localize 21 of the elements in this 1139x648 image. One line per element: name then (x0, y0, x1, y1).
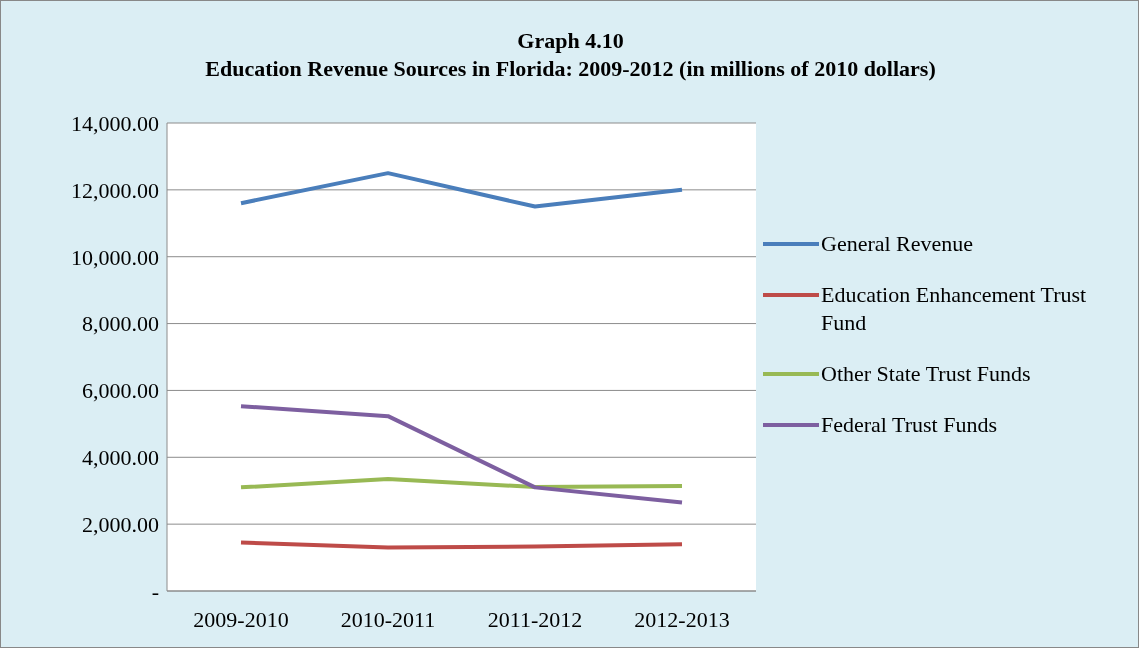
chart-subtitle: Education Revenue Sources in Florida: 2009-2012 (in millions of 2010 dollars) (204, 55, 937, 83)
y-tick-label: 8,000.00 (82, 311, 159, 337)
y-tick-label: 10,000.00 (71, 244, 159, 270)
legend-label: Education Enhancement Trust Fund (821, 281, 1088, 337)
x-tick-label: 2010-2011 (340, 606, 436, 632)
y-tick-label: 6,000.00 (82, 378, 159, 404)
x-tick-label: 2012-2013 (634, 606, 730, 632)
y-tick-label: - (151, 578, 159, 604)
x-tick-label: 2009-2010 (193, 606, 289, 632)
y-tick-label: 2,000.00 (82, 511, 159, 537)
x-tick-label: 2011-2012 (487, 606, 583, 632)
y-tick-label: 4,000.00 (82, 445, 159, 471)
chart-title: Graph 4.10 (516, 27, 625, 55)
y-tick-label: 14,000.00 (71, 110, 159, 136)
line-series (239, 404, 684, 505)
line-series (239, 171, 684, 209)
legend-label: Other State Trust Funds (821, 360, 1032, 388)
line-series (239, 477, 684, 490)
legend-label: Federal Trust Funds (821, 411, 999, 439)
legend-label: General Revenue (821, 230, 975, 258)
y-tick-label: 12,000.00 (71, 177, 159, 203)
